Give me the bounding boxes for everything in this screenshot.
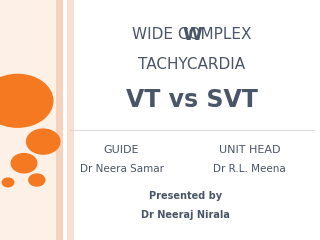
Text: W: W — [182, 26, 202, 44]
Circle shape — [27, 129, 60, 154]
Text: Dr Neera Samar: Dr Neera Samar — [80, 164, 164, 174]
Text: UNIT HEAD: UNIT HEAD — [219, 145, 280, 155]
Text: Dr R.L. Meena: Dr R.L. Meena — [213, 164, 286, 174]
Circle shape — [11, 154, 37, 173]
Text: VT vs SVT: VT vs SVT — [126, 88, 258, 112]
Circle shape — [29, 174, 45, 186]
Bar — [67, 0, 74, 240]
Text: Dr Neeraj Nirala: Dr Neeraj Nirala — [141, 210, 230, 220]
Text: Presented by: Presented by — [149, 191, 222, 201]
Text: WIDE COMPLEX: WIDE COMPLEX — [132, 27, 252, 42]
Bar — [0, 0, 56, 240]
Circle shape — [0, 74, 53, 127]
Text: GUIDE: GUIDE — [104, 145, 139, 155]
Bar — [56, 0, 63, 240]
Text: TACHYCARDIA: TACHYCARDIA — [139, 57, 245, 72]
Circle shape — [2, 178, 14, 187]
